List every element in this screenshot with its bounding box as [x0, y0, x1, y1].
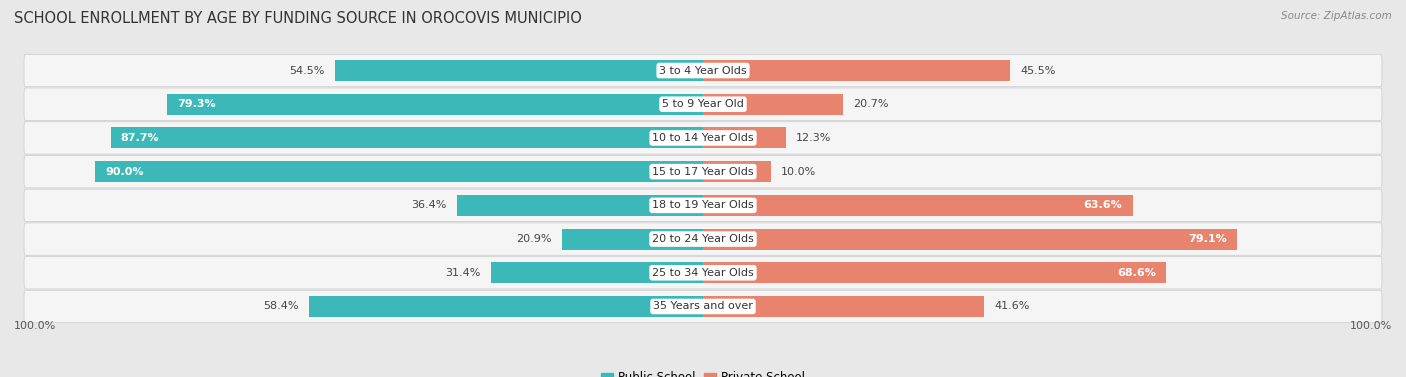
Text: 25 to 34 Year Olds: 25 to 34 Year Olds	[652, 268, 754, 278]
Bar	[703, 296, 984, 317]
Text: 68.6%: 68.6%	[1118, 268, 1156, 278]
Text: 35 Years and over: 35 Years and over	[652, 302, 754, 311]
Bar	[562, 228, 703, 250]
Bar	[703, 94, 842, 115]
Text: 3 to 4 Year Olds: 3 to 4 Year Olds	[659, 66, 747, 75]
Text: 20.9%: 20.9%	[516, 234, 551, 244]
FancyBboxPatch shape	[24, 122, 1382, 154]
Bar	[111, 127, 703, 149]
FancyBboxPatch shape	[24, 155, 1382, 188]
Text: 45.5%: 45.5%	[1021, 66, 1056, 75]
Text: 100.0%: 100.0%	[1350, 321, 1392, 331]
Bar	[308, 296, 703, 317]
Text: 100.0%: 100.0%	[14, 321, 56, 331]
Text: 20.7%: 20.7%	[853, 99, 889, 109]
Text: 90.0%: 90.0%	[105, 167, 143, 177]
Bar	[491, 262, 703, 283]
Text: 10.0%: 10.0%	[780, 167, 815, 177]
Text: Source: ZipAtlas.com: Source: ZipAtlas.com	[1281, 11, 1392, 21]
Text: 20 to 24 Year Olds: 20 to 24 Year Olds	[652, 234, 754, 244]
FancyBboxPatch shape	[24, 290, 1382, 323]
Text: 79.1%: 79.1%	[1188, 234, 1227, 244]
Bar	[703, 161, 770, 182]
Bar	[703, 60, 1011, 81]
Text: 10 to 14 Year Olds: 10 to 14 Year Olds	[652, 133, 754, 143]
Text: 31.4%: 31.4%	[446, 268, 481, 278]
FancyBboxPatch shape	[24, 257, 1382, 289]
Text: 36.4%: 36.4%	[412, 200, 447, 210]
Text: 54.5%: 54.5%	[290, 66, 325, 75]
Bar	[703, 127, 786, 149]
FancyBboxPatch shape	[24, 223, 1382, 255]
Text: 63.6%: 63.6%	[1084, 200, 1122, 210]
Text: 15 to 17 Year Olds: 15 to 17 Year Olds	[652, 167, 754, 177]
Legend: Public School, Private School: Public School, Private School	[596, 366, 810, 377]
FancyBboxPatch shape	[24, 88, 1382, 120]
FancyBboxPatch shape	[24, 189, 1382, 222]
Text: 5 to 9 Year Old: 5 to 9 Year Old	[662, 99, 744, 109]
Bar	[703, 195, 1133, 216]
Text: 12.3%: 12.3%	[796, 133, 831, 143]
Text: 87.7%: 87.7%	[121, 133, 159, 143]
Bar	[335, 60, 703, 81]
Bar	[457, 195, 703, 216]
Bar	[703, 262, 1167, 283]
Text: SCHOOL ENROLLMENT BY AGE BY FUNDING SOURCE IN OROCOVIS MUNICIPIO: SCHOOL ENROLLMENT BY AGE BY FUNDING SOUR…	[14, 11, 582, 26]
Bar	[96, 161, 703, 182]
Text: 41.6%: 41.6%	[994, 302, 1029, 311]
FancyBboxPatch shape	[24, 54, 1382, 87]
Text: 18 to 19 Year Olds: 18 to 19 Year Olds	[652, 200, 754, 210]
Text: 79.3%: 79.3%	[177, 99, 217, 109]
Text: 58.4%: 58.4%	[263, 302, 298, 311]
Bar	[703, 228, 1237, 250]
Bar	[167, 94, 703, 115]
